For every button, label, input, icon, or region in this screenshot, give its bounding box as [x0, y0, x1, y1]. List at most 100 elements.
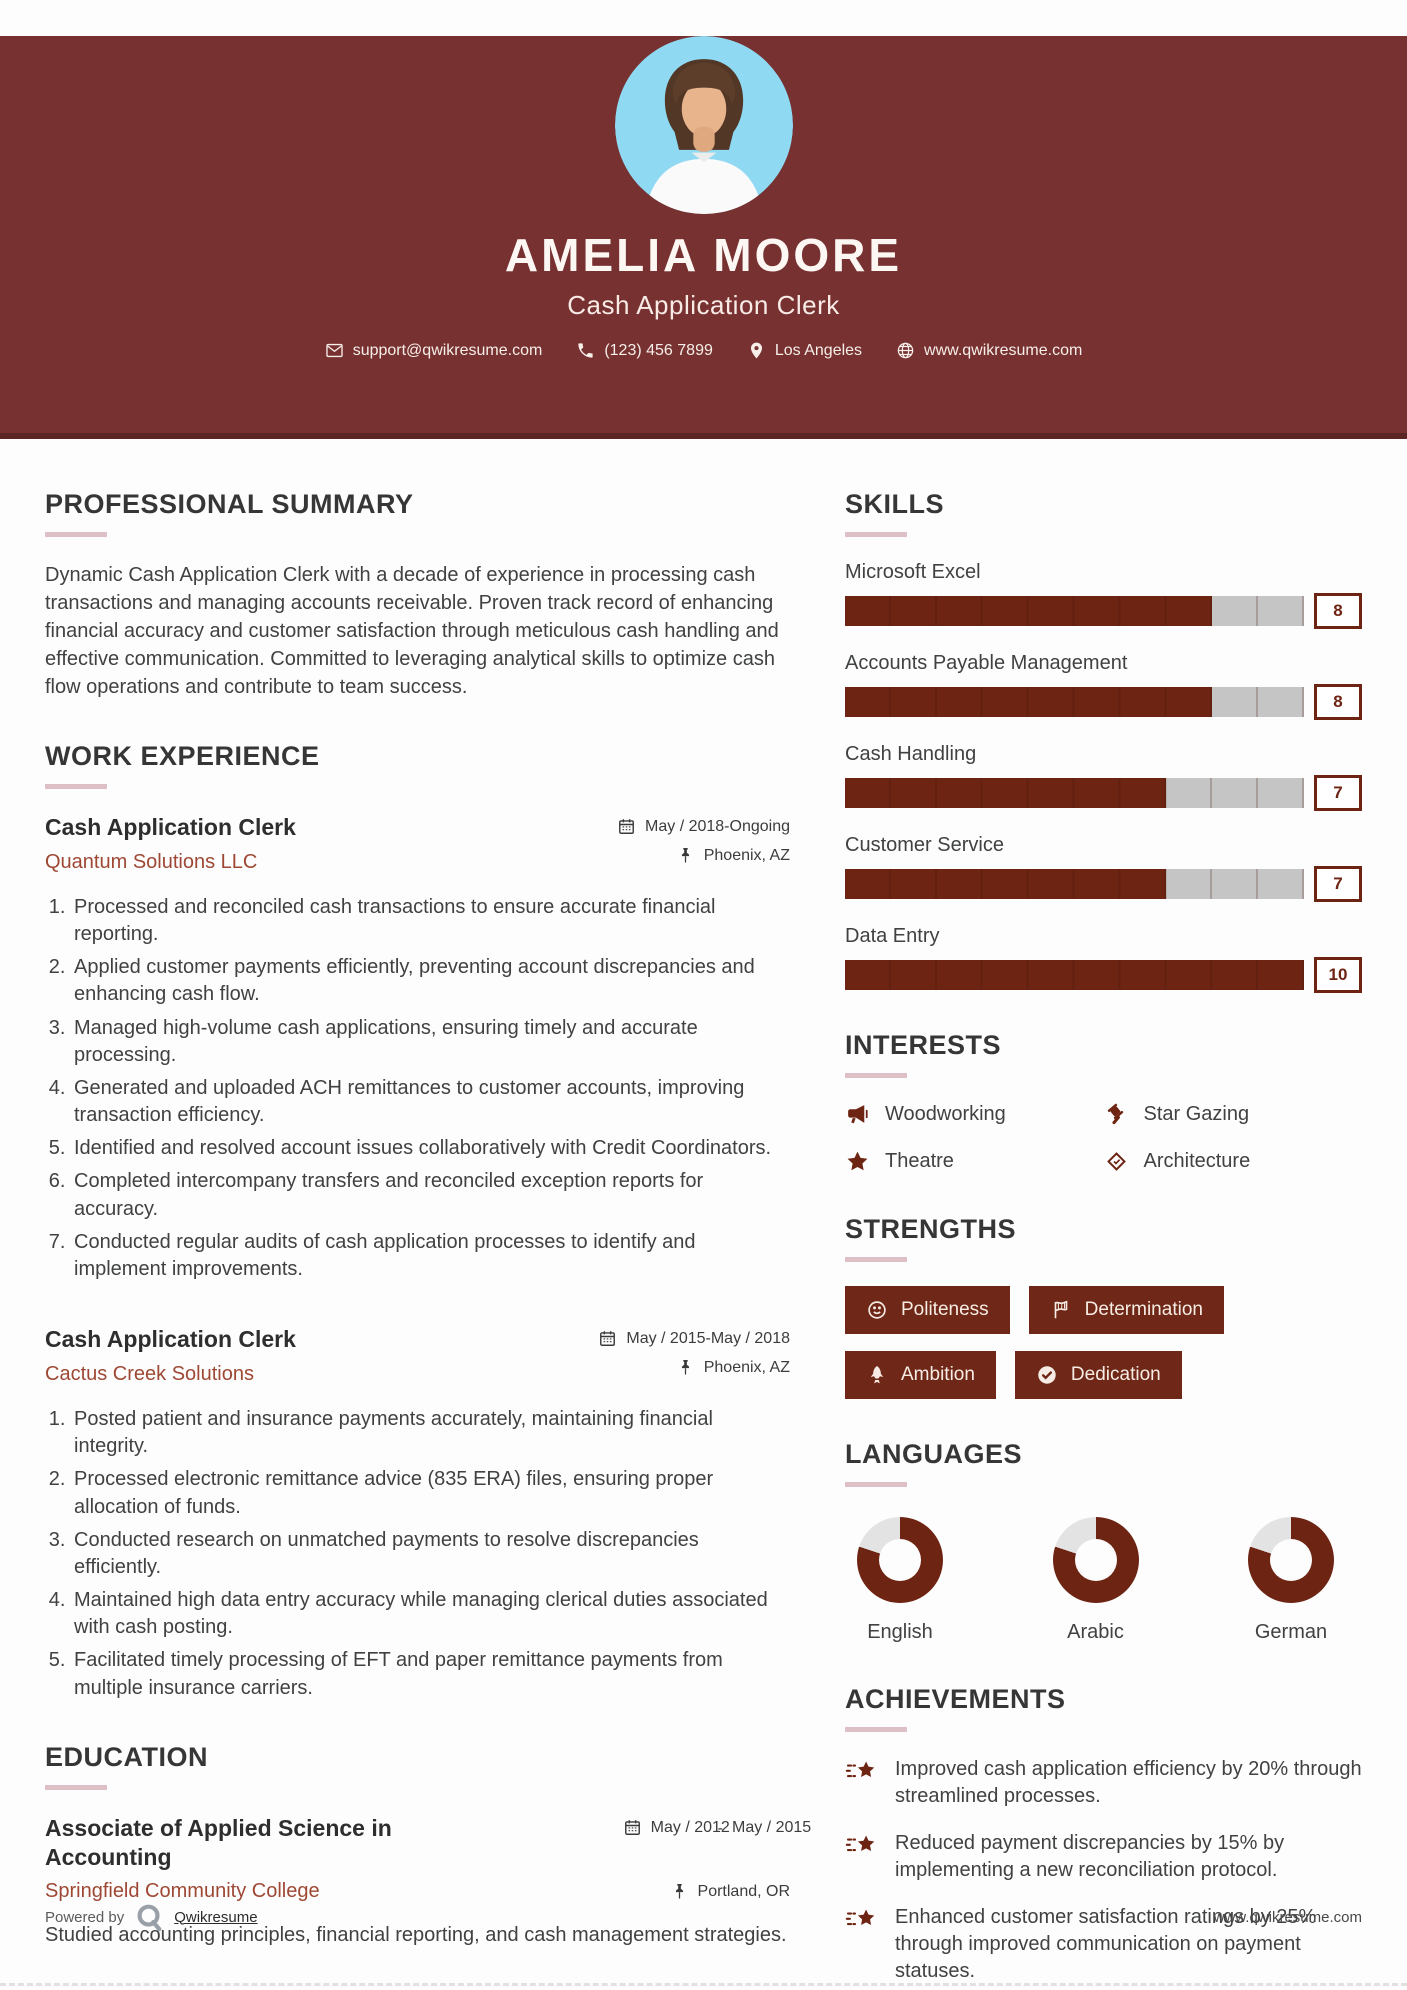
section-skills: SKILLS Microsoft Excel 8 Accounts Payable … — [845, 489, 1362, 993]
pushpin-icon — [676, 1358, 695, 1377]
language-list: English Arabic German — [845, 1511, 1362, 1644]
language-item: German — [1248, 1517, 1334, 1644]
job-bullet: Applied customer payments efficiently, p… — [71, 954, 790, 1008]
contact-email[interactable]: support@qwikresume.com — [325, 341, 543, 360]
contact-email-text: support@qwikresume.com — [352, 341, 543, 359]
job-bullet: Completed intercompany transfers and rec… — [71, 1168, 790, 1222]
language-label: English — [867, 1621, 933, 1643]
achievement-text: Reduced payment discrepancies by 15% by … — [895, 1832, 1285, 1881]
contact-location-text: Los Angeles — [774, 341, 863, 359]
job-bullets: Processed and reconciled cash transactio… — [45, 894, 790, 1283]
language-donut-chart — [1248, 1517, 1334, 1603]
interest-item: Star Gazing — [1104, 1102, 1363, 1127]
job-location: Phoenix, AZ — [676, 846, 790, 865]
strength-label: Ambition — [901, 1364, 975, 1385]
section-professional-summary: PROFESSIONAL SUMMARY Dynamic Cash Applic… — [45, 489, 790, 701]
job-bullet: Identified and resolved account issues c… — [71, 1135, 790, 1162]
person-portrait-illustration — [614, 36, 793, 214]
megaphone-icon — [845, 1102, 870, 1127]
contact-bar: support@qwikresume.com (123) 456 7899 Lo… — [0, 341, 1407, 360]
heading-rule — [845, 1073, 907, 1078]
skill-row: Accounts Payable Management 8 — [845, 652, 1362, 720]
scroll-pen-icon — [1104, 1149, 1129, 1174]
skill-bar: 8 — [845, 593, 1362, 629]
education-entry: Associate of Applied Science in Accounti… — [45, 1814, 811, 1872]
interest-label: Star Gazing — [1143, 1103, 1250, 1125]
pushpin-icon — [676, 846, 695, 865]
strength-label: Dedication — [1070, 1364, 1161, 1385]
skill-score-badge: 8 — [1314, 593, 1362, 629]
skill-bar: 8 — [845, 684, 1362, 720]
job-header: Cash Application Clerk Quantum Solutions … — [45, 813, 790, 874]
education-description: Studied accounting principles, financial… — [45, 1924, 787, 1947]
rocket-icon — [866, 1364, 888, 1386]
section-work-experience: WORK EXPERIENCE Cash Application Clerk Qu… — [45, 741, 790, 1702]
language-item: English — [857, 1517, 943, 1644]
job-bullet: Conducted regular audits of cash applica… — [71, 1229, 790, 1283]
interest-label: Architecture — [1143, 1150, 1251, 1172]
job-title: Cash Application Clerk — [45, 814, 296, 840]
job-bullet: Maintained high data entry accuracy whil… — [71, 1587, 790, 1641]
section-interests: INTERESTS Woodworking Star Gazing Theatre A… — [845, 1030, 1362, 1174]
section-achievements: ACHIEVEMENTS Improved cash application e… — [845, 1684, 1362, 1985]
language-donut-chart — [1052, 1517, 1139, 1603]
skill-score-badge: 7 — [1314, 775, 1362, 811]
contact-website[interactable]: www.qwikresume.com — [896, 341, 1082, 360]
skill-score-badge: 10 — [1314, 957, 1362, 993]
check-circle-icon — [1036, 1364, 1058, 1386]
heading-rule — [845, 1727, 907, 1732]
interest-item: Theatre — [845, 1149, 1104, 1174]
job-bullet: Facilitated timely processing of EFT and… — [71, 1647, 790, 1701]
contact-location: Los Angeles — [747, 341, 862, 360]
achievement-text: Enhanced customer satisfaction ratings b… — [895, 1906, 1317, 1982]
interest-label: Woodworking — [885, 1103, 1006, 1125]
job-company: Quantum Solutions LLC — [45, 850, 258, 873]
qwikresume-logo-icon — [134, 1902, 164, 1932]
job-entry: Cash Application Clerk Cactus Creek Solut… — [45, 1325, 790, 1702]
skill-row: Data Entry 10 — [845, 925, 1362, 993]
footer-branding: Powered by Qwikresume — [45, 1902, 258, 1932]
achievement-item: Improved cash application efficiency by … — [845, 1756, 1362, 1810]
phone-icon — [576, 341, 595, 360]
section-heading: SKILLS — [845, 489, 945, 519]
education-dates: May / 2012 - May / 2015 — [623, 1818, 811, 1838]
heading-rule — [45, 532, 107, 537]
section-heading: STRENGTHS — [845, 1214, 1017, 1244]
interest-item: Architecture — [1104, 1149, 1363, 1174]
content-columns: PROFESSIONAL SUMMARY Dynamic Cash Applic… — [0, 439, 1407, 1990]
shooting-star-icon — [845, 1906, 879, 1934]
education-location-text: Portland, OR — [697, 1882, 790, 1900]
strength-pill: Determination — [1028, 1286, 1224, 1334]
candidate-name: AMELIA MOORE — [504, 229, 903, 281]
calendar-icon — [623, 1818, 642, 1837]
qwikresume-link[interactable]: Qwikresume — [174, 1908, 258, 1926]
job-bullet: Posted patient and insurance payments ac… — [71, 1406, 790, 1460]
date-separator: - — [717, 1819, 723, 1837]
left-column: PROFESSIONAL SUMMARY Dynamic Cash Applic… — [45, 489, 811, 1990]
job-list: Cash Application Clerk Quantum Solutions … — [45, 813, 790, 1702]
section-heading: PROFESSIONAL SUMMARY — [45, 489, 414, 519]
page-cut-line — [0, 1983, 1407, 1986]
job-location: Phoenix, AZ — [676, 1358, 790, 1377]
education-date-from: May / 2012 — [650, 1818, 730, 1836]
achievement-item: Reduced payment discrepancies by 15% by … — [845, 1830, 1362, 1884]
job-bullet: Processed and reconciled cash transactio… — [71, 894, 790, 948]
skill-bar: 7 — [845, 775, 1362, 811]
strength-pill: Politeness — [845, 1286, 1010, 1334]
section-heading: LANGUAGES — [845, 1439, 1023, 1469]
job-bullets: Posted patient and insurance payments ac… — [45, 1406, 790, 1702]
star-icon — [845, 1149, 870, 1174]
job-bullet: Processed electronic remittance advice (… — [71, 1466, 790, 1520]
skill-name: Customer Service — [845, 834, 1004, 856]
email-icon — [325, 341, 344, 360]
degree-title: Associate of Applied Science in Accounti… — [45, 1814, 392, 1870]
contact-phone[interactable]: (123) 456 7899 — [576, 341, 713, 360]
section-heading: WORK EXPERIENCE — [45, 741, 320, 771]
language-label: German — [1254, 1621, 1328, 1643]
skill-bar: 7 — [845, 866, 1362, 902]
calendar-icon — [598, 1329, 617, 1348]
skill-row: Cash Handling 7 — [845, 743, 1362, 811]
skill-list: Microsoft Excel 8 Accounts Payable Managem… — [845, 561, 1362, 993]
language-item: Arabic — [1052, 1517, 1139, 1644]
job-dates: May / 2015-May / 2018 — [598, 1329, 790, 1348]
